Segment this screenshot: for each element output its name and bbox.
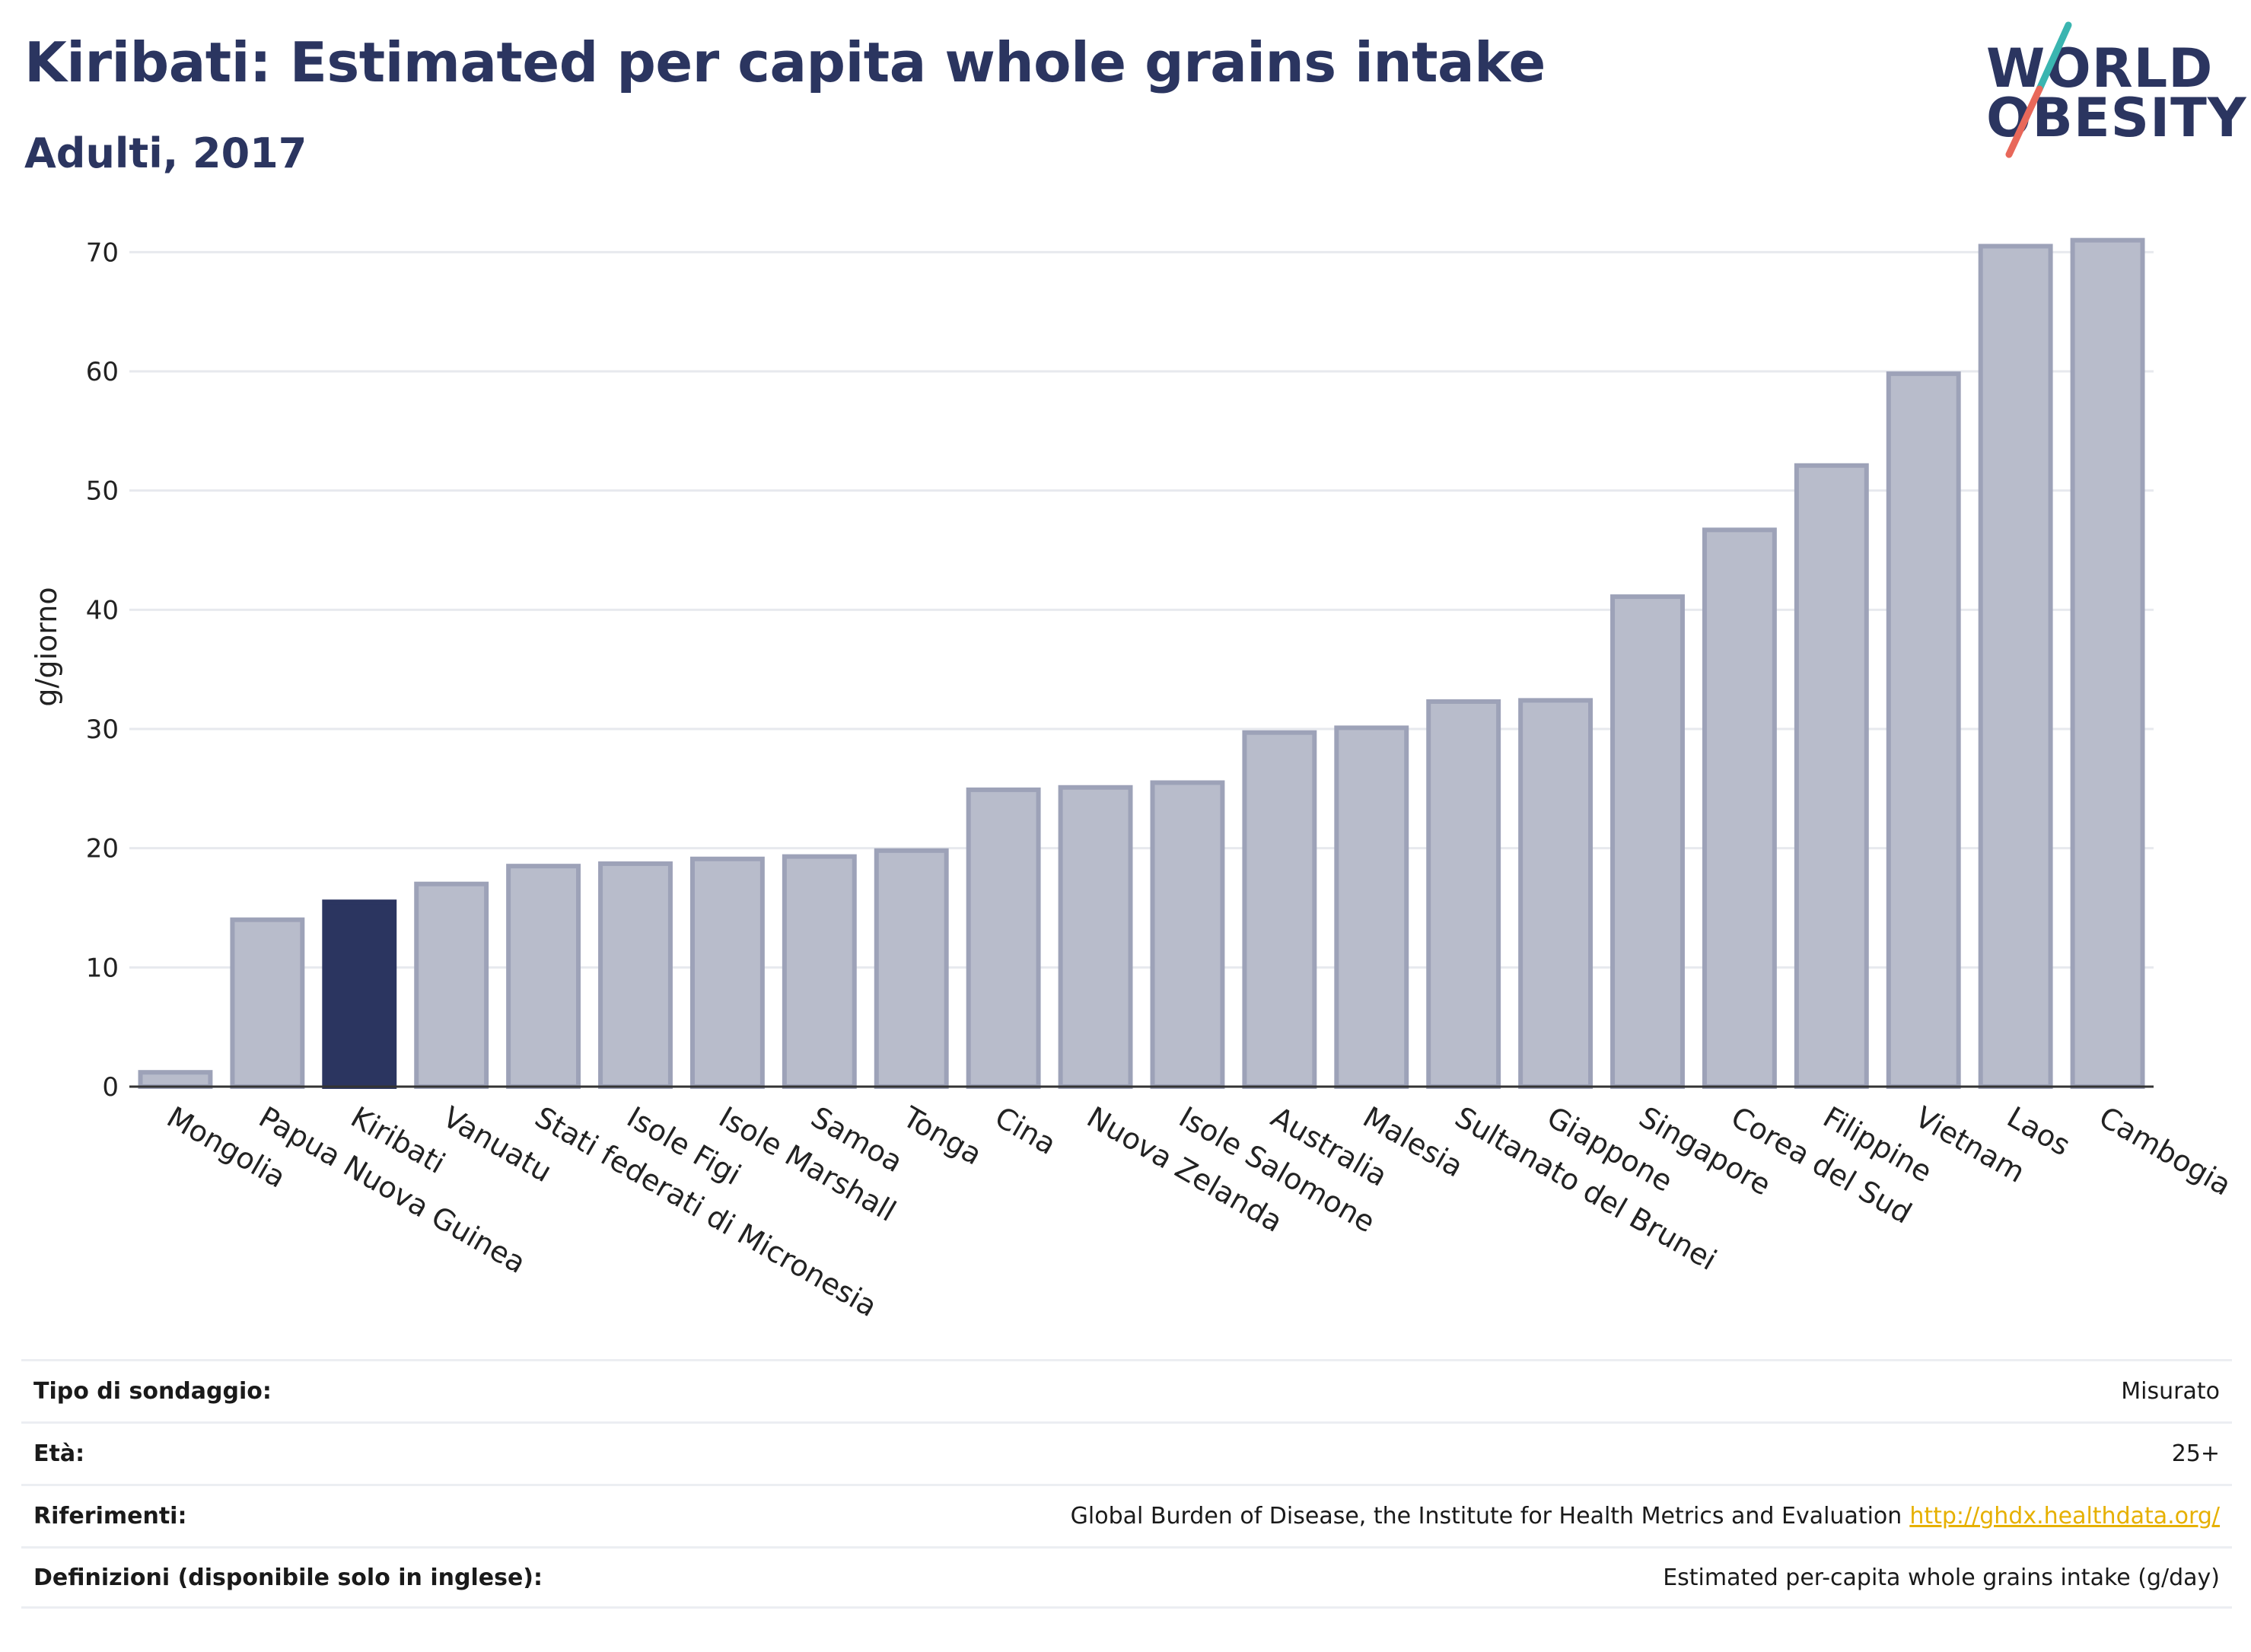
y-tick-label: 40: [86, 595, 119, 625]
bar-papua-nuova-guinea: [230, 917, 305, 1090]
bar-singapore: [1610, 594, 1685, 1089]
bar-isole-salomone: [1150, 780, 1225, 1089]
metadata-table: Tipo di sondaggio: Misurato Età: 25+ Rif…: [21, 1359, 2232, 1609]
y-tick-label: 0: [102, 1072, 119, 1103]
meta-row-references: Riferimenti: Global Burden of Disease, t…: [21, 1484, 2232, 1546]
bar-corea-del-sud: [1702, 527, 1777, 1090]
bar-cina: [966, 787, 1041, 1090]
y-tick-label: 70: [86, 237, 119, 268]
world-obesity-logo: WORLD OBESITY: [1986, 19, 2246, 160]
bar-kiribati: [322, 899, 397, 1090]
meta-label: Tipo di sondaggio:: [33, 1378, 272, 1405]
y-tick-label: 20: [86, 834, 119, 864]
bar-stati-federati-di-micronesia: [506, 864, 581, 1090]
bar-filippine: [1794, 463, 1869, 1089]
bar-vanuatu: [414, 881, 489, 1090]
bar-laos: [1978, 244, 2053, 1089]
meta-value: Global Burden of Disease, the Institute …: [1070, 1503, 1902, 1529]
meta-row-age: Età: 25+: [21, 1421, 2232, 1484]
meta-label: Età:: [33, 1440, 85, 1467]
logo-slash-icon: [2005, 21, 2072, 158]
reference-link[interactable]: http://ghdx.healthdata.org/: [1909, 1503, 2220, 1529]
bar-australia: [1242, 730, 1317, 1089]
bar-giappone: [1518, 698, 1594, 1090]
bar-cambogia: [2070, 237, 2145, 1090]
meta-value-group: Global Burden of Disease, the Institute …: [1071, 1503, 2220, 1529]
bar-isole-marshall: [689, 856, 765, 1089]
meta-value: 25+: [2171, 1440, 2220, 1467]
meta-value: Estimated per-capita whole grains intake…: [1663, 1564, 2220, 1591]
y-tick-label: 50: [86, 476, 119, 507]
logo-text-world: WORLD: [1986, 37, 2214, 100]
bar-samoa: [782, 854, 857, 1090]
y-tick-label: 60: [86, 357, 119, 387]
y-tick-label: 30: [86, 715, 119, 745]
bar-nuova-zelanda: [1058, 785, 1133, 1089]
y-axis-title: g/giorno: [30, 587, 63, 706]
meta-label: Riferimenti:: [33, 1503, 187, 1529]
bars: [138, 237, 2145, 1090]
x-tick-label: Cambogia: [2093, 1100, 2237, 1202]
y-tick-label: 10: [86, 953, 119, 983]
x-tick-label: Tonga: [896, 1100, 987, 1171]
x-tick-label: Cina: [989, 1100, 1062, 1161]
bar-mongolia: [138, 1070, 213, 1089]
meta-label: Definizioni (disponibile solo in inglese…: [33, 1564, 543, 1591]
meta-row-survey-type: Tipo di sondaggio: Misurato: [21, 1359, 2232, 1421]
bar-malesia: [1334, 725, 1409, 1090]
meta-value: Misurato: [2121, 1378, 2220, 1405]
chart-subtitle: Adulti, 2017: [24, 129, 307, 177]
chart-title: Kiribati: Estimated per capita whole gra…: [24, 30, 1546, 94]
bar-sultanato-del-brunei: [1426, 699, 1501, 1089]
bar-vietnam: [1886, 371, 1961, 1089]
bar-isole-figi: [598, 861, 673, 1089]
bar-tonga: [874, 848, 949, 1089]
meta-row-definitions: Definizioni (disponibile solo in inglese…: [21, 1546, 2232, 1609]
